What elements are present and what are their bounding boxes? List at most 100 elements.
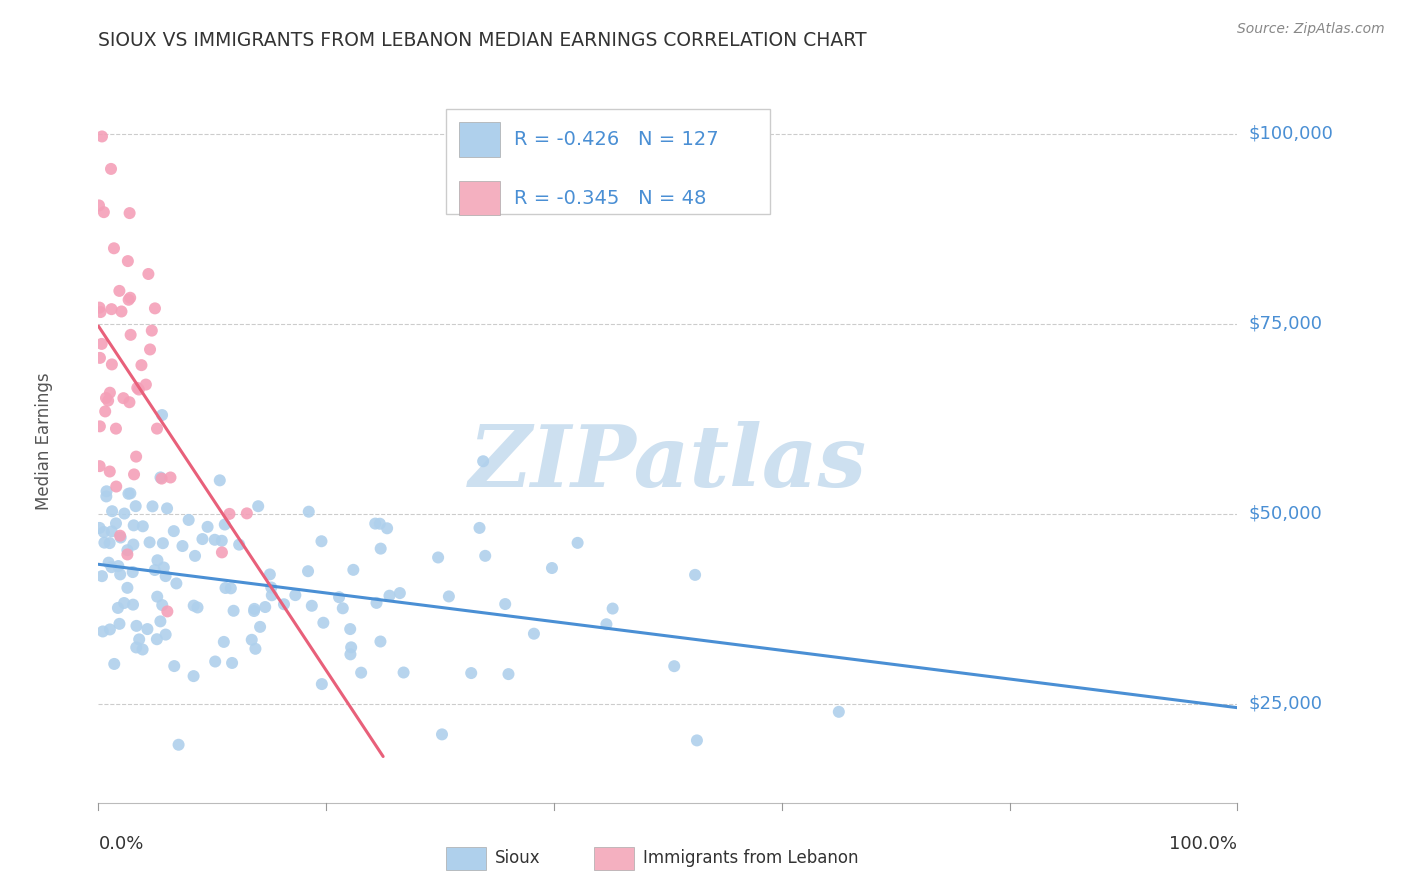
- Point: [218, 507, 240, 521]
- Point: [136, 622, 159, 636]
- Point: [155, 627, 177, 641]
- Point: [437, 590, 460, 604]
- Point: [108, 529, 131, 543]
- Point: [120, 327, 142, 342]
- Point: [245, 641, 267, 656]
- Point: [664, 659, 686, 673]
- Point: [214, 581, 236, 595]
- Point: [146, 632, 169, 647]
- Point: [89, 301, 111, 315]
- Point: [219, 582, 242, 596]
- Point: [97, 556, 120, 570]
- Text: R = -0.345   N = 48: R = -0.345 N = 48: [515, 188, 706, 208]
- Point: [155, 569, 177, 583]
- Point: [204, 533, 226, 547]
- Point: [120, 486, 142, 500]
- Point: [118, 206, 141, 220]
- Point: [427, 550, 450, 565]
- Point: [172, 539, 194, 553]
- FancyBboxPatch shape: [593, 847, 634, 870]
- Point: [595, 617, 617, 632]
- Point: [90, 305, 112, 319]
- Point: [211, 533, 233, 548]
- Point: [186, 600, 208, 615]
- Point: [125, 640, 148, 655]
- Point: [460, 666, 482, 681]
- Point: [159, 470, 181, 484]
- Point: [204, 655, 226, 669]
- Point: [101, 504, 124, 518]
- Point: [117, 548, 139, 562]
- Point: [298, 505, 321, 519]
- Point: [167, 738, 190, 752]
- FancyBboxPatch shape: [460, 181, 501, 215]
- Point: [149, 615, 172, 629]
- Point: [260, 581, 283, 595]
- Point: [221, 656, 243, 670]
- Point: [98, 385, 121, 400]
- Point: [143, 563, 166, 577]
- Point: [100, 302, 122, 317]
- Point: [93, 205, 115, 219]
- Point: [183, 669, 205, 683]
- Point: [828, 705, 851, 719]
- Point: [104, 516, 127, 531]
- Point: [103, 657, 125, 671]
- Point: [222, 604, 245, 618]
- Point: [368, 516, 391, 531]
- Point: [228, 538, 250, 552]
- Point: [183, 599, 205, 613]
- Point: [100, 560, 122, 574]
- Point: [98, 623, 121, 637]
- Point: [370, 541, 392, 556]
- Point: [339, 622, 361, 636]
- Point: [112, 507, 135, 521]
- Point: [494, 597, 516, 611]
- Point: [89, 351, 111, 365]
- Point: [541, 561, 564, 575]
- Point: [100, 161, 122, 176]
- Point: [312, 615, 335, 630]
- Point: [87, 198, 110, 212]
- Point: [163, 524, 186, 538]
- Point: [240, 632, 263, 647]
- Point: [284, 588, 307, 602]
- Point: [165, 576, 187, 591]
- Point: [301, 599, 323, 613]
- Point: [97, 393, 120, 408]
- Point: [108, 284, 131, 298]
- Point: [138, 267, 160, 281]
- Point: [141, 500, 163, 514]
- Point: [254, 600, 277, 615]
- Point: [91, 624, 114, 639]
- Point: [153, 560, 176, 574]
- Point: [273, 597, 295, 611]
- Point: [392, 665, 415, 680]
- Text: Median Earnings: Median Earnings: [35, 373, 53, 510]
- Point: [103, 241, 125, 255]
- Point: [132, 519, 155, 533]
- Point: [311, 534, 333, 549]
- Point: [163, 659, 186, 673]
- Point: [567, 536, 589, 550]
- Point: [117, 293, 139, 307]
- Point: [208, 473, 231, 487]
- Point: [378, 589, 401, 603]
- Point: [96, 484, 118, 499]
- Point: [191, 532, 214, 546]
- Point: [122, 467, 145, 482]
- Text: SIOUX VS IMMIGRANTS FROM LEBANON MEDIAN EARNINGS CORRELATION CHART: SIOUX VS IMMIGRANTS FROM LEBANON MEDIAN …: [98, 31, 868, 50]
- Point: [243, 604, 266, 618]
- Point: [146, 590, 169, 604]
- Text: 100.0%: 100.0%: [1170, 835, 1237, 854]
- Point: [91, 569, 114, 583]
- Point: [135, 377, 157, 392]
- Point: [89, 459, 111, 474]
- Point: [118, 395, 141, 409]
- Point: [177, 513, 200, 527]
- Point: [366, 596, 388, 610]
- Point: [498, 667, 520, 681]
- Point: [107, 601, 129, 615]
- Point: [340, 640, 363, 655]
- Point: [125, 619, 148, 633]
